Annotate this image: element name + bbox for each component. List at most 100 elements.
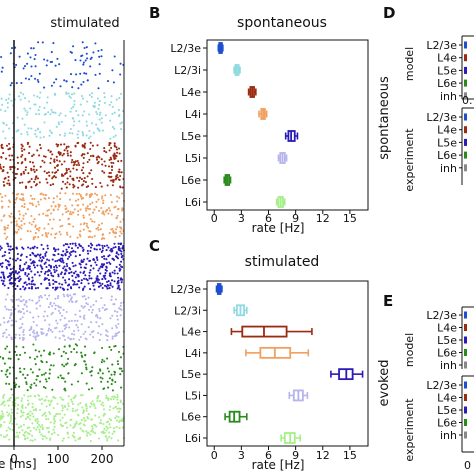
spike-dot	[56, 259, 59, 262]
spike-dot	[6, 242, 9, 246]
spike-dot	[9, 245, 12, 248]
spike-dot	[43, 272, 46, 275]
spike-dot	[69, 294, 72, 297]
spike-dot	[38, 398, 41, 401]
spike-dot	[101, 195, 104, 198]
spike-dot	[63, 79, 66, 82]
spike-dot	[7, 357, 10, 360]
spike-dot	[36, 417, 39, 421]
spike-dot	[0, 276, 3, 279]
spike-dot	[66, 149, 69, 152]
spike-dot	[10, 411, 14, 414]
spike-dot	[4, 194, 7, 197]
spike-dot	[49, 364, 53, 367]
spike-dot	[53, 327, 57, 330]
spike-dot	[39, 425, 42, 428]
spike-dot	[49, 265, 52, 268]
spike-dot	[0, 355, 2, 358]
spike-dot	[15, 196, 18, 199]
spike-dot	[18, 431, 21, 434]
spike-dot	[93, 404, 96, 407]
spike-dot	[93, 105, 96, 108]
spike-dot	[49, 113, 52, 116]
spike-dot	[66, 257, 69, 260]
spike-dot	[47, 111, 50, 114]
spike-dot	[69, 210, 72, 213]
spike-dot	[16, 403, 20, 406]
spike-dot	[53, 160, 56, 163]
spike-dot	[112, 246, 115, 249]
spike-dot	[40, 373, 44, 376]
spike-dot	[19, 91, 22, 94]
spike-dot	[15, 193, 19, 196]
spike-dot	[59, 225, 62, 228]
spike-dot	[37, 394, 41, 397]
spike-dot	[63, 327, 66, 330]
spike-dot	[117, 322, 120, 326]
spike-dot	[60, 120, 63, 123]
spike-dot	[63, 388, 66, 391]
spike-dot	[117, 247, 120, 250]
spike-dot	[83, 222, 86, 225]
spike-dot	[98, 209, 101, 212]
row-label: inh	[440, 90, 457, 103]
x-tick-label: 0	[211, 449, 218, 462]
row-marker	[464, 406, 467, 414]
spike-dot	[105, 429, 108, 432]
spike-dot	[112, 161, 115, 165]
spike-dot	[40, 192, 43, 195]
spike-dot	[49, 60, 52, 64]
spike-dot	[6, 260, 9, 263]
spike-dot	[77, 437, 80, 440]
spike-dot	[21, 181, 24, 184]
spike-dot	[22, 423, 25, 426]
spike-dot	[98, 63, 101, 66]
spike-dot	[110, 348, 113, 351]
spike-dot	[49, 329, 52, 332]
spike-dot	[91, 308, 94, 311]
spike-dot	[72, 329, 76, 333]
spike-dot	[31, 251, 34, 254]
spike-dot	[59, 306, 63, 309]
spike-dot	[48, 323, 51, 326]
spike-dot	[108, 261, 111, 264]
spike-dot	[20, 254, 23, 257]
spike-dot	[108, 158, 111, 162]
spike-dot	[0, 414, 3, 417]
spike-dot	[115, 146, 118, 149]
spike-dot	[47, 274, 50, 277]
spike-dot	[20, 198, 23, 201]
spike-dot	[26, 431, 30, 435]
spike-dot	[35, 113, 38, 116]
spike-dot	[48, 264, 51, 267]
spike-dot	[37, 236, 40, 239]
spike-dot	[96, 144, 99, 147]
spike-dot	[114, 396, 117, 399]
spike-dot	[95, 277, 98, 280]
spike-dot	[69, 151, 72, 154]
spike-dot	[94, 42, 97, 45]
spike-dot	[110, 201, 113, 204]
spike-dot	[41, 159, 44, 162]
spike-dot	[33, 283, 36, 286]
spike-dot	[44, 414, 47, 418]
spike-dot	[79, 194, 82, 197]
spike-dot	[43, 227, 46, 230]
spike-dot	[43, 310, 46, 313]
spike-dot	[21, 429, 24, 432]
spike-dot	[112, 303, 115, 306]
spike-dot	[92, 155, 95, 158]
spike-dot	[110, 165, 114, 169]
spike-dot	[31, 202, 34, 205]
spike-dot	[116, 282, 119, 285]
spike-dot	[41, 435, 45, 438]
spike-dot	[58, 330, 61, 333]
spike-dot	[32, 261, 35, 264]
spike-dot	[19, 415, 22, 418]
spike-dot	[22, 337, 26, 340]
spike-dot	[93, 247, 96, 250]
spike-dot	[113, 142, 116, 145]
spike-dot	[37, 315, 40, 318]
y-tick-label: L2/3e	[170, 283, 201, 296]
